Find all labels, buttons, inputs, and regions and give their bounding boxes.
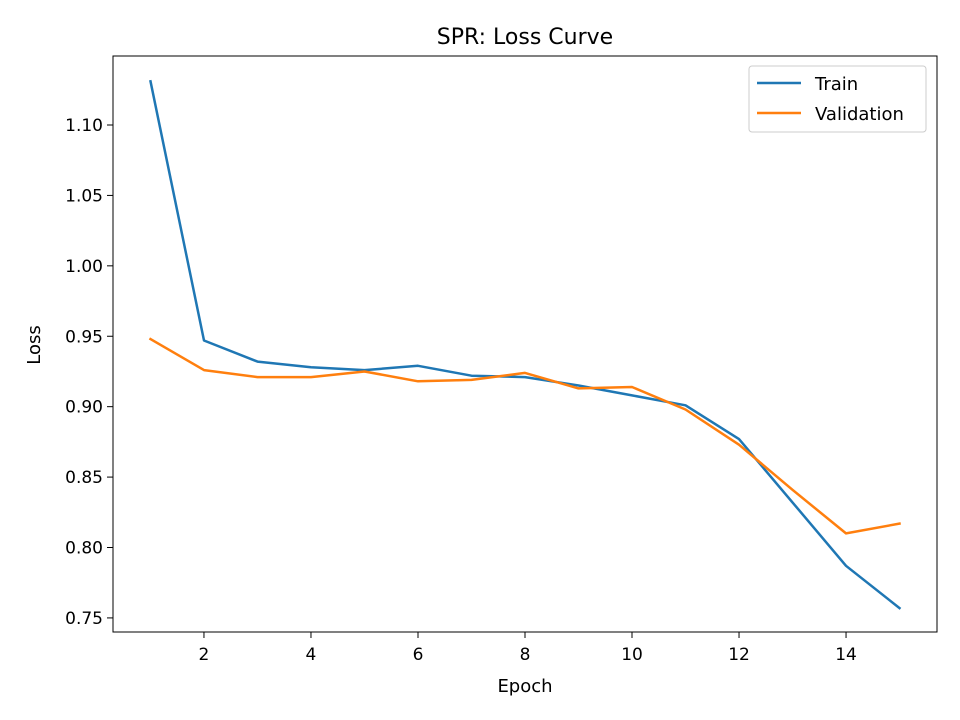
legend-label-train: Train xyxy=(814,74,858,95)
legend: Train Validation xyxy=(748,65,927,133)
x-tick-label: 10 xyxy=(621,645,643,665)
y-tick-label: 0.95 xyxy=(65,327,103,347)
x-tick-label: 14 xyxy=(835,645,857,665)
x-tick-label: 8 xyxy=(520,645,531,665)
x-axis: 2 4 6 8 10 12 14 xyxy=(199,632,857,665)
x-tick-label: 4 xyxy=(306,645,317,665)
plot-area xyxy=(148,79,902,610)
legend-label-validation: Validation xyxy=(815,104,904,125)
y-tick-label: 0.80 xyxy=(65,539,103,559)
x-tick-label: 12 xyxy=(728,645,750,665)
chart-title: SPR: Loss Curve xyxy=(437,25,613,50)
y-tick-label: 0.85 xyxy=(65,468,103,488)
y-tick-label: 1.00 xyxy=(65,257,103,277)
y-axis-label: Loss xyxy=(24,325,45,364)
y-tick-label: 0.75 xyxy=(65,609,103,629)
x-axis-label: Epoch xyxy=(497,676,552,697)
y-tick-label: 1.05 xyxy=(65,186,103,206)
x-tick-label: 2 xyxy=(199,645,210,665)
series-line-validation xyxy=(148,337,901,535)
y-axis: 0.75 0.80 0.85 0.90 0.95 1.00 1.05 1.10 xyxy=(65,116,113,629)
x-tick-label: 6 xyxy=(413,645,424,665)
y-tick-label: 1.10 xyxy=(65,116,103,136)
y-tick-label: 0.90 xyxy=(65,398,103,418)
series-line-train xyxy=(149,79,902,610)
